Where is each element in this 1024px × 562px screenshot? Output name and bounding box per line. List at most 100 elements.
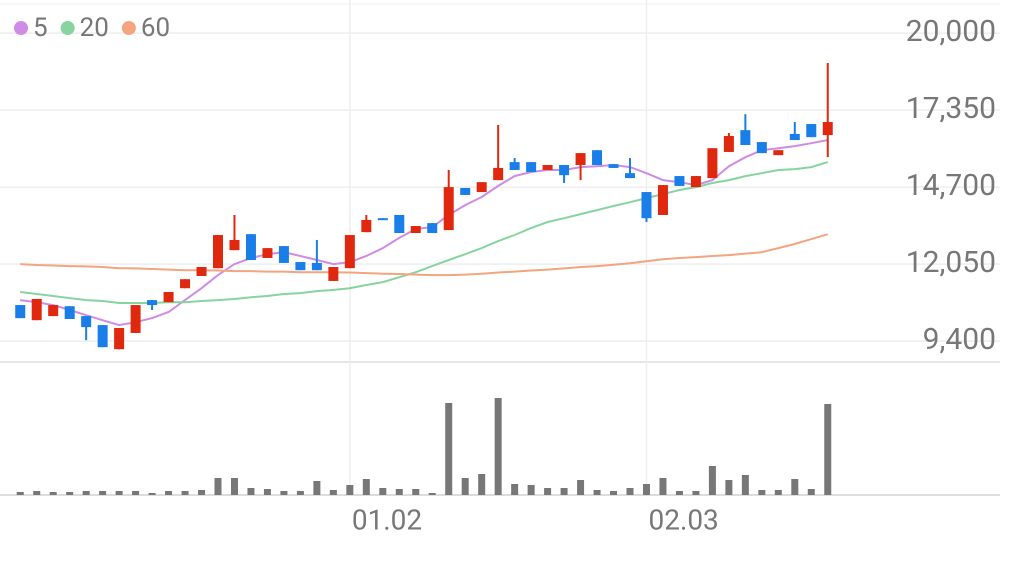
candle-body [559,165,570,176]
volume-bar [824,404,832,495]
x-tick-label: 01.02 [352,503,422,536]
candle-body [822,122,833,136]
candle-body [806,124,817,138]
volume-bar [445,403,453,495]
legend-marker [60,21,75,35]
candle-body [328,266,339,281]
candle-body [31,298,42,321]
legend-marker [14,21,28,35]
volume-bar [132,491,140,495]
volume-bar [198,490,206,495]
candle-body [229,239,240,251]
legend-label: 5 [33,13,48,43]
ma-line [20,161,829,304]
candle-body [344,235,355,269]
volume-bar [412,489,420,495]
candle-body [147,300,158,306]
volume-bar [230,478,238,495]
legend-label: 20 [80,13,109,43]
volume-bar [296,491,304,495]
candle-body [262,248,273,258]
volume-bar [82,491,90,495]
candle-body [410,226,421,234]
candle-body [245,234,256,261]
y-tick-label: 14,700 [906,168,996,203]
candle-body [674,176,685,186]
candle-body [64,306,75,320]
volume-bar [461,478,469,495]
volume-bar [280,491,288,495]
volume-bar [675,491,683,495]
volume-bar [329,490,337,495]
candle-body [773,150,784,156]
volume-bar [16,492,24,495]
candle-body [377,218,388,221]
y-tick-label: 17,350 [906,91,996,126]
legend-label: 60 [141,13,170,43]
candle-body [295,262,306,271]
volume-bar [610,491,618,495]
candle-body [97,325,108,348]
candle-body [690,176,701,188]
y-tick-label: 9,400 [923,322,996,357]
volume-bar [165,491,173,495]
volume-bar [214,478,222,495]
candle-body [460,187,471,195]
candle-body [180,279,191,289]
candle-body [114,328,125,350]
volume-bar [263,489,271,495]
candle-body [641,192,652,219]
candle-body [311,262,322,271]
volume-bar [807,489,815,495]
y-tick-label: 12,050 [906,245,996,280]
volume-bar [115,491,123,495]
volume-bar [362,479,370,495]
candle-body [443,187,454,231]
candle-body [592,150,603,166]
volume-bar [313,481,321,495]
volume-bar [478,474,486,495]
candle-body [15,305,26,319]
candle-body [394,214,405,234]
candle-body [542,165,553,170]
volume-bar [247,488,255,495]
candle-body [707,148,718,179]
volume-bar [33,491,41,495]
volume-bar [593,490,601,495]
volume-bar [725,480,733,495]
candle-body [48,305,59,317]
x-tick-label: 02.03 [648,503,718,536]
volume-bar [395,489,403,495]
candle-body [657,185,668,215]
volume-bar [181,491,189,495]
volume-bar [708,466,716,495]
volume-bar [659,478,667,495]
volume-bar [758,490,766,495]
volume-bar [494,398,502,495]
volume-bar [626,488,634,495]
volume-bar [560,488,568,495]
candle-body [575,153,586,166]
ma-line [20,233,829,277]
ma-line [20,139,828,327]
volume-bar [148,493,156,495]
candle-body [723,135,734,152]
candle-body [130,305,141,333]
candle-body [789,133,800,141]
candle-body [476,182,487,193]
volume-bar [66,492,74,495]
volume-bar [642,484,650,495]
volume-bar [577,480,585,495]
candle-body [163,291,174,303]
volume-bar [774,490,782,495]
candle-body [278,246,289,263]
candle-body [625,173,635,179]
volume-bar [692,491,700,495]
volume-bar [527,485,535,495]
candle-body [213,235,223,269]
candle-body [427,223,438,234]
candle-body [81,316,92,328]
candle-body [740,130,751,145]
